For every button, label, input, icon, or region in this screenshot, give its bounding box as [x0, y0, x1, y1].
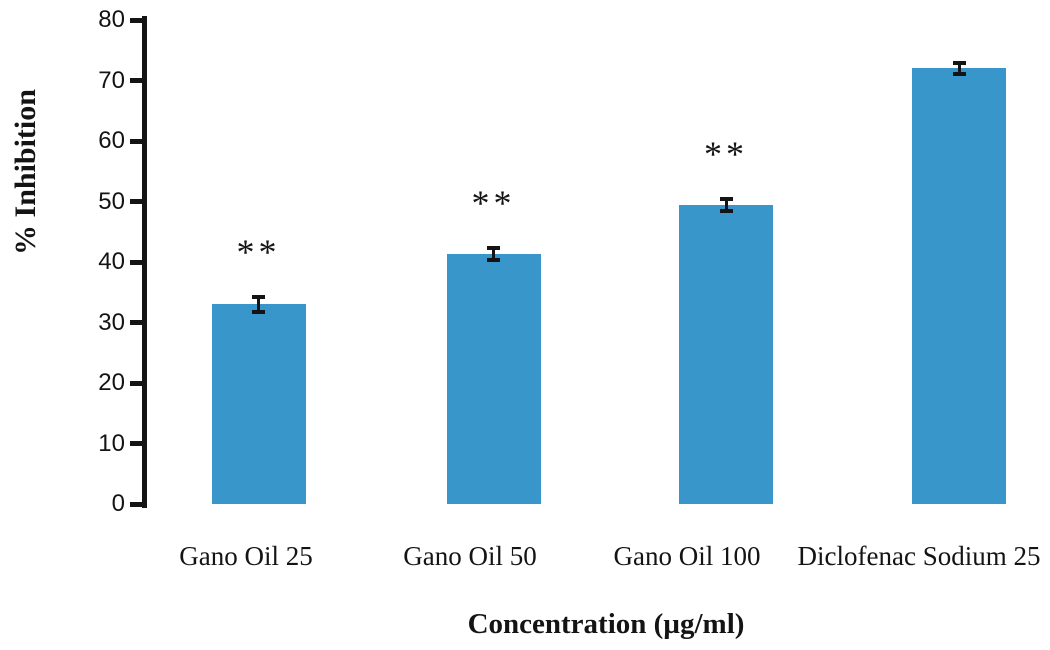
- y-tick-mark: [130, 320, 143, 325]
- error-bar: [952, 61, 966, 76]
- y-tick-mark: [130, 138, 143, 144]
- y-tick-label: 40: [98, 248, 125, 275]
- y-axis-line: [142, 16, 147, 508]
- y-tick-label: 60: [98, 127, 125, 154]
- y-tick-label: 0: [111, 490, 125, 517]
- y-tick-label: 50: [98, 187, 125, 215]
- bar: [446, 254, 541, 504]
- error-bar-cap-bottom: [487, 257, 500, 262]
- error-bar-cap-bottom: [719, 208, 733, 213]
- error-bar: [252, 294, 265, 315]
- significance-label: **: [236, 231, 281, 272]
- error-bar-cap-bottom: [252, 310, 265, 315]
- y-tick-mark: [130, 501, 143, 507]
- error-bar: [719, 197, 733, 213]
- category-label: Gano Oil 25: [179, 541, 313, 571]
- significance-label: **: [471, 183, 516, 224]
- y-tick-mark: [130, 78, 143, 83]
- bar: [211, 304, 306, 504]
- bar: [679, 205, 773, 504]
- significance-label: **: [704, 134, 748, 175]
- y-axis-title: % Inhibition: [9, 89, 42, 255]
- error-bar-cap-bottom: [952, 71, 966, 76]
- bar: [912, 68, 1006, 504]
- category-label: Gano Oil 50: [403, 541, 537, 571]
- y-tick-label: 10: [98, 429, 125, 457]
- y-tick-mark: [130, 380, 143, 386]
- category-label: Diclofenac Sodium 25: [797, 541, 1041, 571]
- x-axis-title: Concentration (µg/ml): [467, 608, 745, 640]
- y-tick-mark: [130, 17, 143, 23]
- y-tick-label: 20: [98, 369, 125, 396]
- error-bar-stem: [257, 294, 260, 315]
- y-tick-mark: [130, 441, 143, 446]
- category-label: Gano Oil 100: [613, 541, 761, 571]
- y-tick-label: 80: [98, 6, 125, 33]
- error-bar-stem: [492, 246, 495, 262]
- y-tick-mark: [130, 199, 143, 204]
- error-bar-stem: [724, 197, 728, 213]
- y-tick-mark: [130, 259, 143, 265]
- plot-area: ** ** **: [142, 20, 1050, 504]
- y-tick-label: 70: [98, 66, 125, 94]
- error-bar: [487, 246, 500, 262]
- y-tick-label: 30: [98, 308, 125, 336]
- error-bar-stem: [957, 61, 961, 76]
